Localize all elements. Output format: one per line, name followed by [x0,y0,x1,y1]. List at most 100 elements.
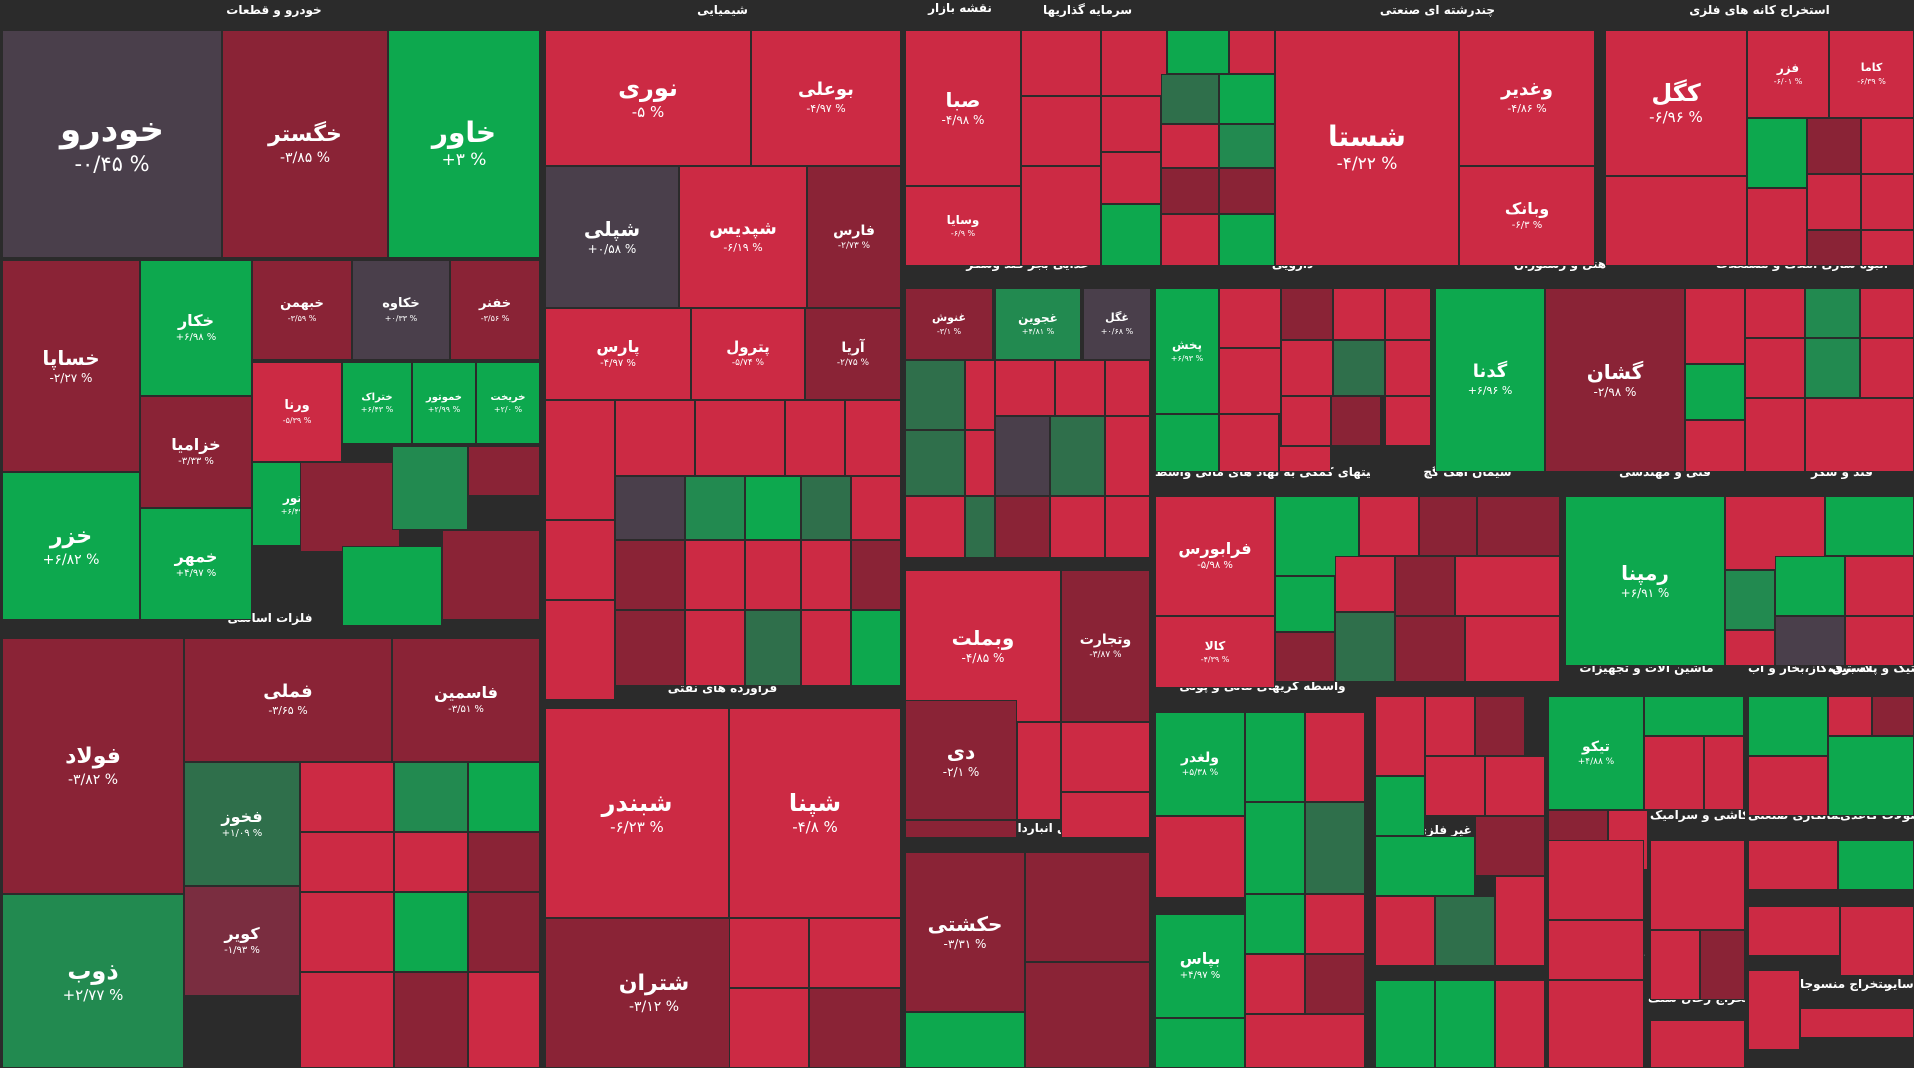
stock-tile[interactable]: فاسمین -۳/۵۱ % [392,638,540,762]
stock-tile-small[interactable] [1745,398,1805,472]
stock-tile-small[interactable] [1245,802,1305,894]
stock-tile-small[interactable] [1101,30,1167,96]
stock-tile-small[interactable] [905,496,965,558]
stock-tile-small[interactable] [1245,954,1305,1014]
stock-tile-small[interactable] [394,972,468,1068]
stock-tile[interactable]: خمهر +۴/۹۷ % [140,508,252,620]
stock-tile-small[interactable] [1425,756,1485,816]
stock-tile-small[interactable] [300,832,394,892]
stock-tile-small[interactable] [615,476,685,540]
stock-tile-small[interactable] [1161,168,1219,214]
stock-tile-small[interactable] [1155,1018,1245,1068]
stock-tile-small[interactable] [442,530,540,620]
stock-tile-small[interactable] [801,476,851,540]
stock-tile-small[interactable] [545,520,615,600]
stock-tile-small[interactable] [300,762,394,832]
stock-tile-small[interactable] [1455,556,1560,616]
stock-tile-small[interactable] [1333,288,1385,340]
stock-tile[interactable]: وبانک -۶/۳ % [1459,166,1595,266]
stock-tile-small[interactable] [1385,288,1431,340]
stock-tile-small[interactable] [342,546,442,626]
stock-tile[interactable]: خزامیا -۳/۳۳ % [140,396,252,508]
stock-tile-small[interactable] [1805,398,1914,472]
stock-tile[interactable]: خگستر -۳/۸۵ % [222,30,388,258]
stock-tile-small[interactable] [845,400,901,476]
stock-tile-small[interactable] [1061,722,1150,792]
stock-tile-small[interactable] [1700,930,1745,1000]
stock-tile-small[interactable] [1025,962,1150,1068]
stock-tile-small[interactable] [1748,696,1828,756]
stock-tile[interactable]: ورنا -۵/۳۹ % [252,362,342,462]
stock-tile-small[interactable] [1644,696,1744,736]
stock-tile-small[interactable] [1219,124,1275,168]
stock-tile-small[interactable] [801,610,851,686]
stock-tile-small[interactable] [995,360,1055,416]
stock-tile-small[interactable] [1805,338,1860,398]
stock-tile-small[interactable] [1495,876,1545,966]
stock-tile-small[interactable] [1167,30,1229,74]
stock-tile-small[interactable] [1161,74,1219,124]
stock-tile[interactable]: وتجارت -۳/۸۷ % [1061,570,1150,722]
stock-tile-small[interactable] [1475,816,1545,876]
stock-tile[interactable]: گدنا +۶/۹۶ % [1435,288,1545,472]
stock-tile-small[interactable] [1419,496,1477,556]
stock-tile-small[interactable] [1548,920,1644,980]
stock-tile[interactable]: کاما -۶/۳۹ % [1829,30,1914,118]
stock-tile-small[interactable] [1828,696,1872,736]
stock-tile-small[interactable] [745,540,801,610]
stock-tile-small[interactable] [1281,396,1331,446]
stock-tile[interactable]: آریا -۲/۷۵ % [805,308,901,400]
stock-tile-small[interactable] [1245,712,1305,802]
stock-tile-small[interactable] [1475,696,1525,756]
stock-tile[interactable]: پترول -۵/۷۴ % [691,308,805,400]
stock-tile-small[interactable] [1435,980,1495,1068]
stock-tile-small[interactable] [1305,712,1365,802]
stock-tile-small[interactable] [1155,816,1245,898]
stock-tile-small[interactable] [1105,360,1150,416]
stock-tile-small[interactable] [1395,556,1455,616]
stock-tile-small[interactable] [1050,496,1105,558]
stock-tile-small[interactable] [1605,176,1747,266]
stock-tile[interactable]: وبملت -۴/۸۵ % [905,570,1061,722]
stock-tile-small[interactable] [1055,360,1105,416]
stock-tile[interactable]: کگل -۶/۹۶ % [1605,30,1747,176]
stock-tile[interactable]: فملی -۳/۶۵ % [184,638,392,762]
stock-tile-small[interactable] [851,540,901,610]
stock-tile[interactable]: خساپا -۲/۲۷ % [2,260,140,472]
stock-tile-small[interactable] [729,988,809,1068]
stock-tile[interactable]: خبهمن -۳/۵۹ % [252,260,352,360]
stock-tile[interactable]: شتران -۳/۱۲ % [545,918,763,1068]
stock-tile-small[interactable] [1685,420,1745,472]
stock-tile[interactable]: ذوب +۲/۷۷ % [2,894,184,1068]
stock-tile-small[interactable] [1807,230,1861,266]
stock-tile-small[interactable] [1845,616,1914,666]
stock-tile-small[interactable] [468,762,540,832]
stock-tile-small[interactable] [1359,496,1419,556]
stock-tile-small[interactable] [1305,802,1365,894]
stock-tile[interactable]: غجوین +۴/۸۱ % [995,288,1081,360]
stock-tile-small[interactable] [615,610,685,686]
stock-tile-small[interactable] [1828,736,1914,816]
stock-tile-small[interactable] [615,400,695,476]
stock-tile[interactable]: حکشتی -۳/۳۱ % [905,852,1025,1012]
stock-tile-small[interactable] [1275,632,1335,682]
stock-tile-small[interactable] [1775,556,1845,616]
stock-tile-small[interactable] [1281,288,1333,340]
stock-tile-small[interactable] [545,400,615,520]
stock-tile-small[interactable] [851,476,901,540]
stock-tile-small[interactable] [1155,414,1219,472]
stock-tile-small[interactable] [905,360,965,430]
stock-tile-small[interactable] [1650,1020,1745,1068]
stock-tile[interactable]: کالا -۴/۳۹ % [1155,616,1275,688]
stock-tile-small[interactable] [1845,556,1914,616]
stock-tile-small[interactable] [1333,340,1385,396]
stock-tile-small[interactable] [1101,204,1161,266]
stock-tile-small[interactable] [1375,776,1425,836]
stock-tile-small[interactable] [1275,576,1335,632]
stock-tile-small[interactable] [1685,288,1745,364]
stock-tile-small[interactable] [1245,1014,1365,1068]
stock-tile[interactable]: شپنا -۴/۸ % [729,708,901,918]
stock-tile-small[interactable] [1161,214,1219,266]
stock-tile-small[interactable] [1050,416,1105,496]
stock-tile-small[interactable] [1704,736,1744,810]
